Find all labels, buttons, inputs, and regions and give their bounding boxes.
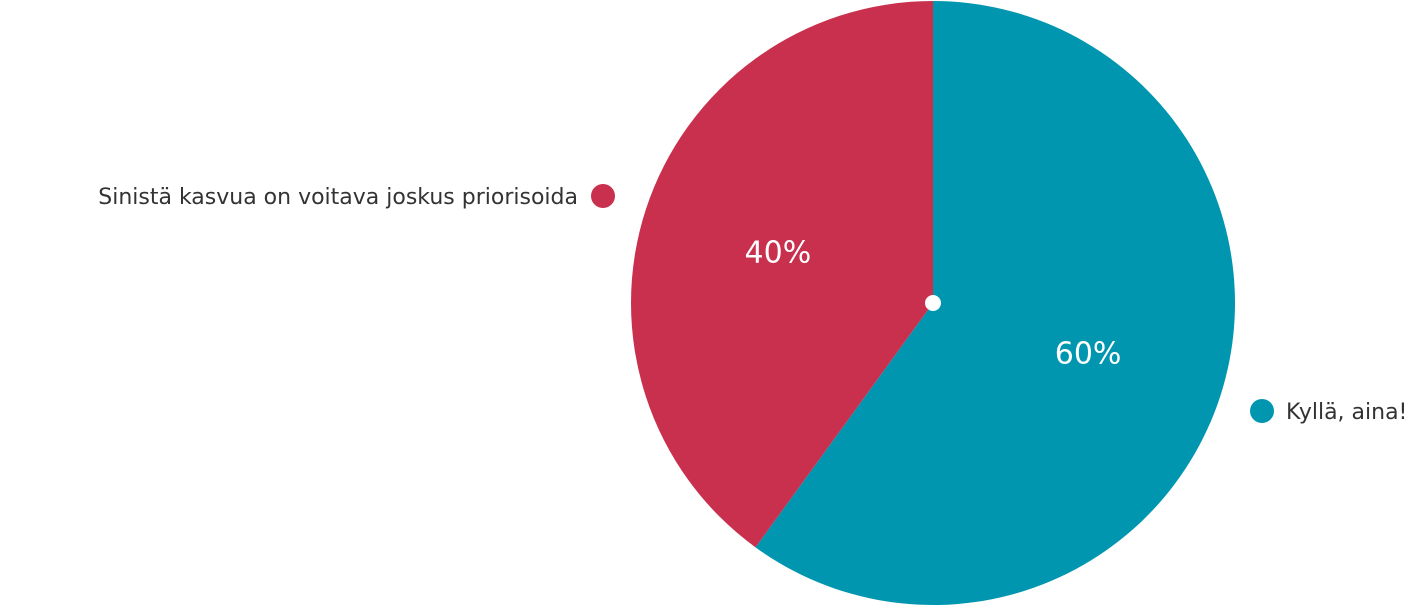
pie-slices xyxy=(631,1,1235,605)
legend-item-sinista-kasvua[interactable]: Sinistä kasvua on voitava joskus prioris… xyxy=(98,184,615,210)
pie-slice-label-0: 60% xyxy=(1055,336,1122,371)
legend-swatch xyxy=(591,184,615,208)
legend-label: Sinistä kasvua on voitava joskus prioris… xyxy=(98,185,578,210)
pie-slice-1[interactable] xyxy=(631,1,933,548)
legend-swatch xyxy=(1250,399,1274,423)
pie-center-dot xyxy=(925,295,941,311)
pie-slice-labels: 60% 40% xyxy=(745,236,1122,372)
legend-label: Kyllä, aina! xyxy=(1286,400,1407,425)
pie-slice-0[interactable] xyxy=(755,1,1235,605)
pie-slice-label-1: 40% xyxy=(745,236,812,271)
legend-item-kylla-aina[interactable]: Kyllä, aina! xyxy=(1250,399,1407,425)
